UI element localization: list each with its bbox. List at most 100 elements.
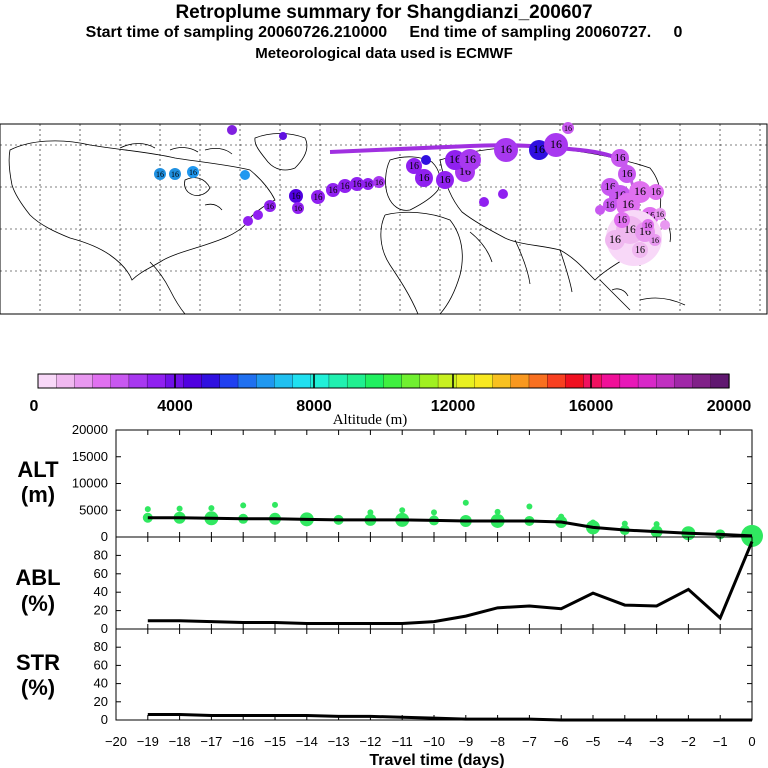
plume-dot — [421, 155, 431, 165]
plume-dot-label: 16 — [364, 180, 372, 189]
altitude-dot — [526, 503, 533, 510]
plume-dot-label: 16 — [634, 184, 646, 198]
plume-dot — [243, 216, 253, 226]
colorbar-cell — [601, 373, 621, 389]
plume-dot — [169, 168, 181, 180]
plume-dot — [660, 220, 670, 230]
y-tick-label: 80 — [94, 639, 108, 654]
colorbar-tick-label: 20000 — [707, 398, 752, 415]
colorbar-cell — [419, 373, 439, 389]
plume-dot-label: 16 — [375, 178, 383, 187]
panel-ylabel: ALT — [17, 457, 59, 482]
colorbar-cell — [674, 373, 694, 389]
plume-dot-label: 16 — [329, 185, 339, 195]
colorbar-cell — [292, 373, 312, 389]
altitude-dot — [399, 507, 406, 514]
plume-dot — [415, 169, 433, 187]
plume-dot-label: 16 — [550, 137, 562, 151]
plume-dot-label: 16 — [409, 161, 419, 172]
plume-dot-label: 16 — [622, 168, 634, 180]
plume-dot — [632, 242, 648, 258]
sampling-times: Start time of sampling 20060726.210000 E… — [85, 24, 683, 41]
colorbar-cell — [219, 373, 239, 389]
plume-dot — [642, 219, 654, 231]
colorbar-cell — [619, 373, 639, 389]
plume-dot-label: 16 — [622, 197, 634, 211]
y-tick-label: 10000 — [72, 476, 108, 491]
plume-dot — [154, 168, 166, 180]
plume-dot-label: 16 — [533, 142, 545, 156]
plume-dot — [479, 197, 489, 207]
panel-str: 0 20 40 60 80 STR(%) — [16, 628, 753, 727]
plume-dot — [562, 122, 574, 134]
panel-ylabel: (%) — [21, 591, 55, 616]
colorbar-cell — [146, 373, 166, 389]
plume-dot-label: 16 — [606, 200, 616, 210]
x-tick-label: −11 — [392, 734, 413, 749]
plume-dot — [350, 177, 364, 191]
colorbar-cell — [583, 373, 603, 389]
altitude-dots — [142, 499, 763, 547]
plume-dot — [654, 208, 666, 220]
colorbar-cell — [74, 373, 94, 389]
plume-dot — [240, 170, 250, 180]
colorbar-cell — [237, 373, 257, 389]
plume-dot — [649, 234, 661, 246]
met-data-note: Meteorological data used is ECMWF — [255, 45, 513, 62]
plume-dot-label: 16 — [617, 215, 627, 226]
x-axis-label: Travel time (days) — [369, 752, 504, 768]
plume-dot — [292, 202, 304, 214]
plume-dot-label: 16 — [635, 245, 645, 256]
colorbar-cells — [37, 373, 730, 389]
altitude-dot — [462, 499, 469, 506]
plume-dot — [227, 125, 237, 135]
time-series-panels: 05000100001500020000ALT(m)020406080ABL(%… — [15, 422, 763, 727]
colorbar-tick-label: 12000 — [431, 398, 476, 415]
plume-dot-label: 16 — [189, 168, 197, 177]
plume-dot — [629, 181, 651, 203]
plume-dot — [253, 210, 263, 220]
altitude-dot — [240, 502, 247, 509]
altitude-dot — [590, 519, 596, 526]
x-tick-label: −5 — [586, 734, 601, 749]
plume-dot — [648, 184, 664, 200]
colorbar-cell — [437, 373, 457, 389]
plume-dot-label: 16 — [656, 210, 664, 219]
panel-abl: 0 20 40 60 80 ABL(%) — [15, 536, 754, 636]
travel-time-axis: Travel time (days) −20 −19 −18 −17 −16 −15 −14… — [105, 734, 756, 768]
x-tick-label: −2 — [681, 734, 696, 749]
colorbar-tick-label: 8000 — [296, 398, 332, 415]
y-tick-label: 20 — [94, 603, 108, 618]
plume-dot-label: 16 — [500, 142, 512, 156]
plume-dot — [311, 190, 325, 204]
y-tick-label: 40 — [94, 676, 108, 691]
colorbar-tick-label: 4000 — [157, 398, 193, 415]
y-tick-label: 40 — [94, 584, 108, 599]
colorbar-cell — [510, 373, 530, 389]
plume-dot-label: 16 — [440, 174, 452, 186]
plume-dot-label: 16 — [651, 187, 661, 198]
colorbar-frame — [37, 373, 730, 389]
plume-dot — [603, 198, 617, 212]
x-tick-label: −14 — [296, 734, 318, 749]
colorbar-ticks: 0 4000 8000 12000 16000 20000 — [30, 374, 752, 415]
altitude-colorbar: 0 4000 8000 12000 16000 20000 Altitude (m) — [30, 373, 752, 428]
y-tick-label: 0 — [101, 712, 108, 727]
x-tick-label: −20 — [105, 734, 127, 749]
colorbar-cell — [201, 373, 221, 389]
plume-dot-label: 16 — [464, 152, 476, 166]
colorbar-cell — [56, 373, 76, 389]
panel-ylabel: (m) — [21, 482, 55, 507]
x-tick-label: −6 — [554, 734, 569, 749]
plume-dot-label: 16 — [294, 204, 302, 213]
colorbar-cell — [365, 373, 385, 389]
chart-title: Retroplume summary for Shangdianzi_20060… — [175, 2, 593, 23]
series-line — [147, 541, 754, 625]
plume-dot — [459, 149, 481, 171]
colorbar-cell — [401, 373, 421, 389]
colorbar-cell — [183, 373, 203, 389]
altitude-dot — [176, 505, 183, 512]
colorbar-cell — [37, 373, 57, 389]
